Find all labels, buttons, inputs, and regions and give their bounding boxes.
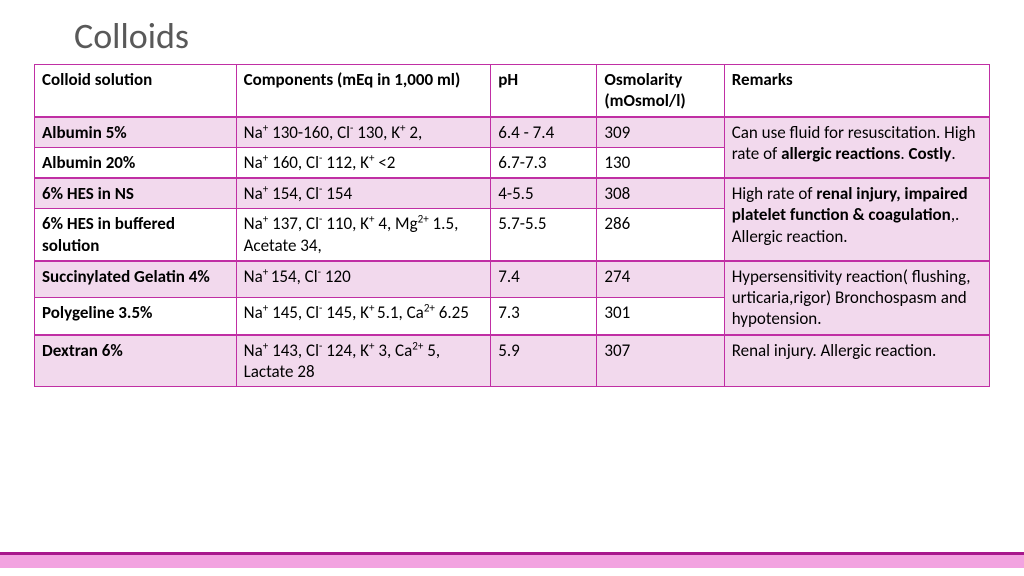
colloids-table: Colloid solution Components (mEq in 1,00… (34, 64, 990, 387)
cell-osmolarity: 308 (597, 178, 724, 209)
cell-components: Na+ 154, Cl- 154 (236, 178, 491, 209)
table-container: Colloid solution Components (mEq in 1,00… (0, 64, 1024, 387)
cell-osmolarity: 309 (597, 117, 724, 148)
col-header-ph: pH (491, 65, 597, 117)
cell-osmolarity: 301 (597, 298, 724, 335)
cell-solution: Polygeline 3.5% (35, 298, 237, 335)
header-row: Colloid solution Components (mEq in 1,00… (35, 65, 990, 117)
cell-remarks: Can use fluid for resuscitation. High ra… (724, 117, 989, 179)
cell-ph: 7.3 (491, 298, 597, 335)
cell-components: Na+ 130-160, Cl- 130, K+ 2, (236, 117, 491, 148)
cell-components: Na+ 143, Cl- 124, K+ 3, Ca2+ 5, Lactate … (236, 335, 491, 387)
cell-remarks: Renal injury. Allergic reaction. (724, 335, 989, 387)
table-row: Albumin 5%Na+ 130-160, Cl- 130, K+ 2,6.4… (35, 117, 990, 148)
cell-ph: 5.9 (491, 335, 597, 387)
table-body: Albumin 5%Na+ 130-160, Cl- 130, K+ 2,6.4… (35, 117, 990, 387)
cell-solution: 6% HES in buffered solution (35, 209, 237, 261)
cell-ph: 7.4 (491, 261, 597, 298)
footer-accent-bar (0, 552, 1024, 568)
col-header-remarks: Remarks (724, 65, 989, 117)
cell-remarks: Hypersensitivity reaction( flushing, urt… (724, 261, 989, 335)
cell-osmolarity: 286 (597, 209, 724, 261)
cell-solution: Albumin 5% (35, 117, 237, 148)
table-row: 6% HES in NSNa+ 154, Cl- 1544-5.5308High… (35, 178, 990, 209)
cell-ph: 6.7-7.3 (491, 147, 597, 178)
cell-osmolarity: 274 (597, 261, 724, 298)
cell-osmolarity: 130 (597, 147, 724, 178)
cell-osmolarity: 307 (597, 335, 724, 387)
cell-solution: Albumin 20% (35, 147, 237, 178)
cell-solution: Dextran 6% (35, 335, 237, 387)
cell-ph: 5.7-5.5 (491, 209, 597, 261)
cell-components: Na+ 154, Cl- 120 (236, 261, 491, 298)
col-header-components: Components (mEq in 1,000 ml) (236, 65, 491, 117)
cell-solution: Succinylated Gelatin 4% (35, 261, 237, 298)
cell-ph: 6.4 - 7.4 (491, 117, 597, 148)
page-title: Colloids (0, 0, 1024, 64)
cell-ph: 4-5.5 (491, 178, 597, 209)
col-header-solution: Colloid solution (35, 65, 237, 117)
table-row: Dextran 6%Na+ 143, Cl- 124, K+ 3, Ca2+ 5… (35, 335, 990, 387)
cell-components: Na+ 145, Cl- 145, K+ 5.1, Ca2+ 6.25 (236, 298, 491, 335)
cell-components: Na+ 137, Cl- 110, K+ 4, Mg2+ 1.5, Acetat… (236, 209, 491, 261)
col-header-osmolarity: Osmolarity (mOsmol/l) (597, 65, 724, 117)
cell-remarks: High rate of renal injury, impaired plat… (724, 178, 989, 261)
table-row: Succinylated Gelatin 4%Na+ 154, Cl- 1207… (35, 261, 990, 298)
cell-components: Na+ 160, Cl- 112, K+ <2 (236, 147, 491, 178)
cell-solution: 6% HES in NS (35, 178, 237, 209)
